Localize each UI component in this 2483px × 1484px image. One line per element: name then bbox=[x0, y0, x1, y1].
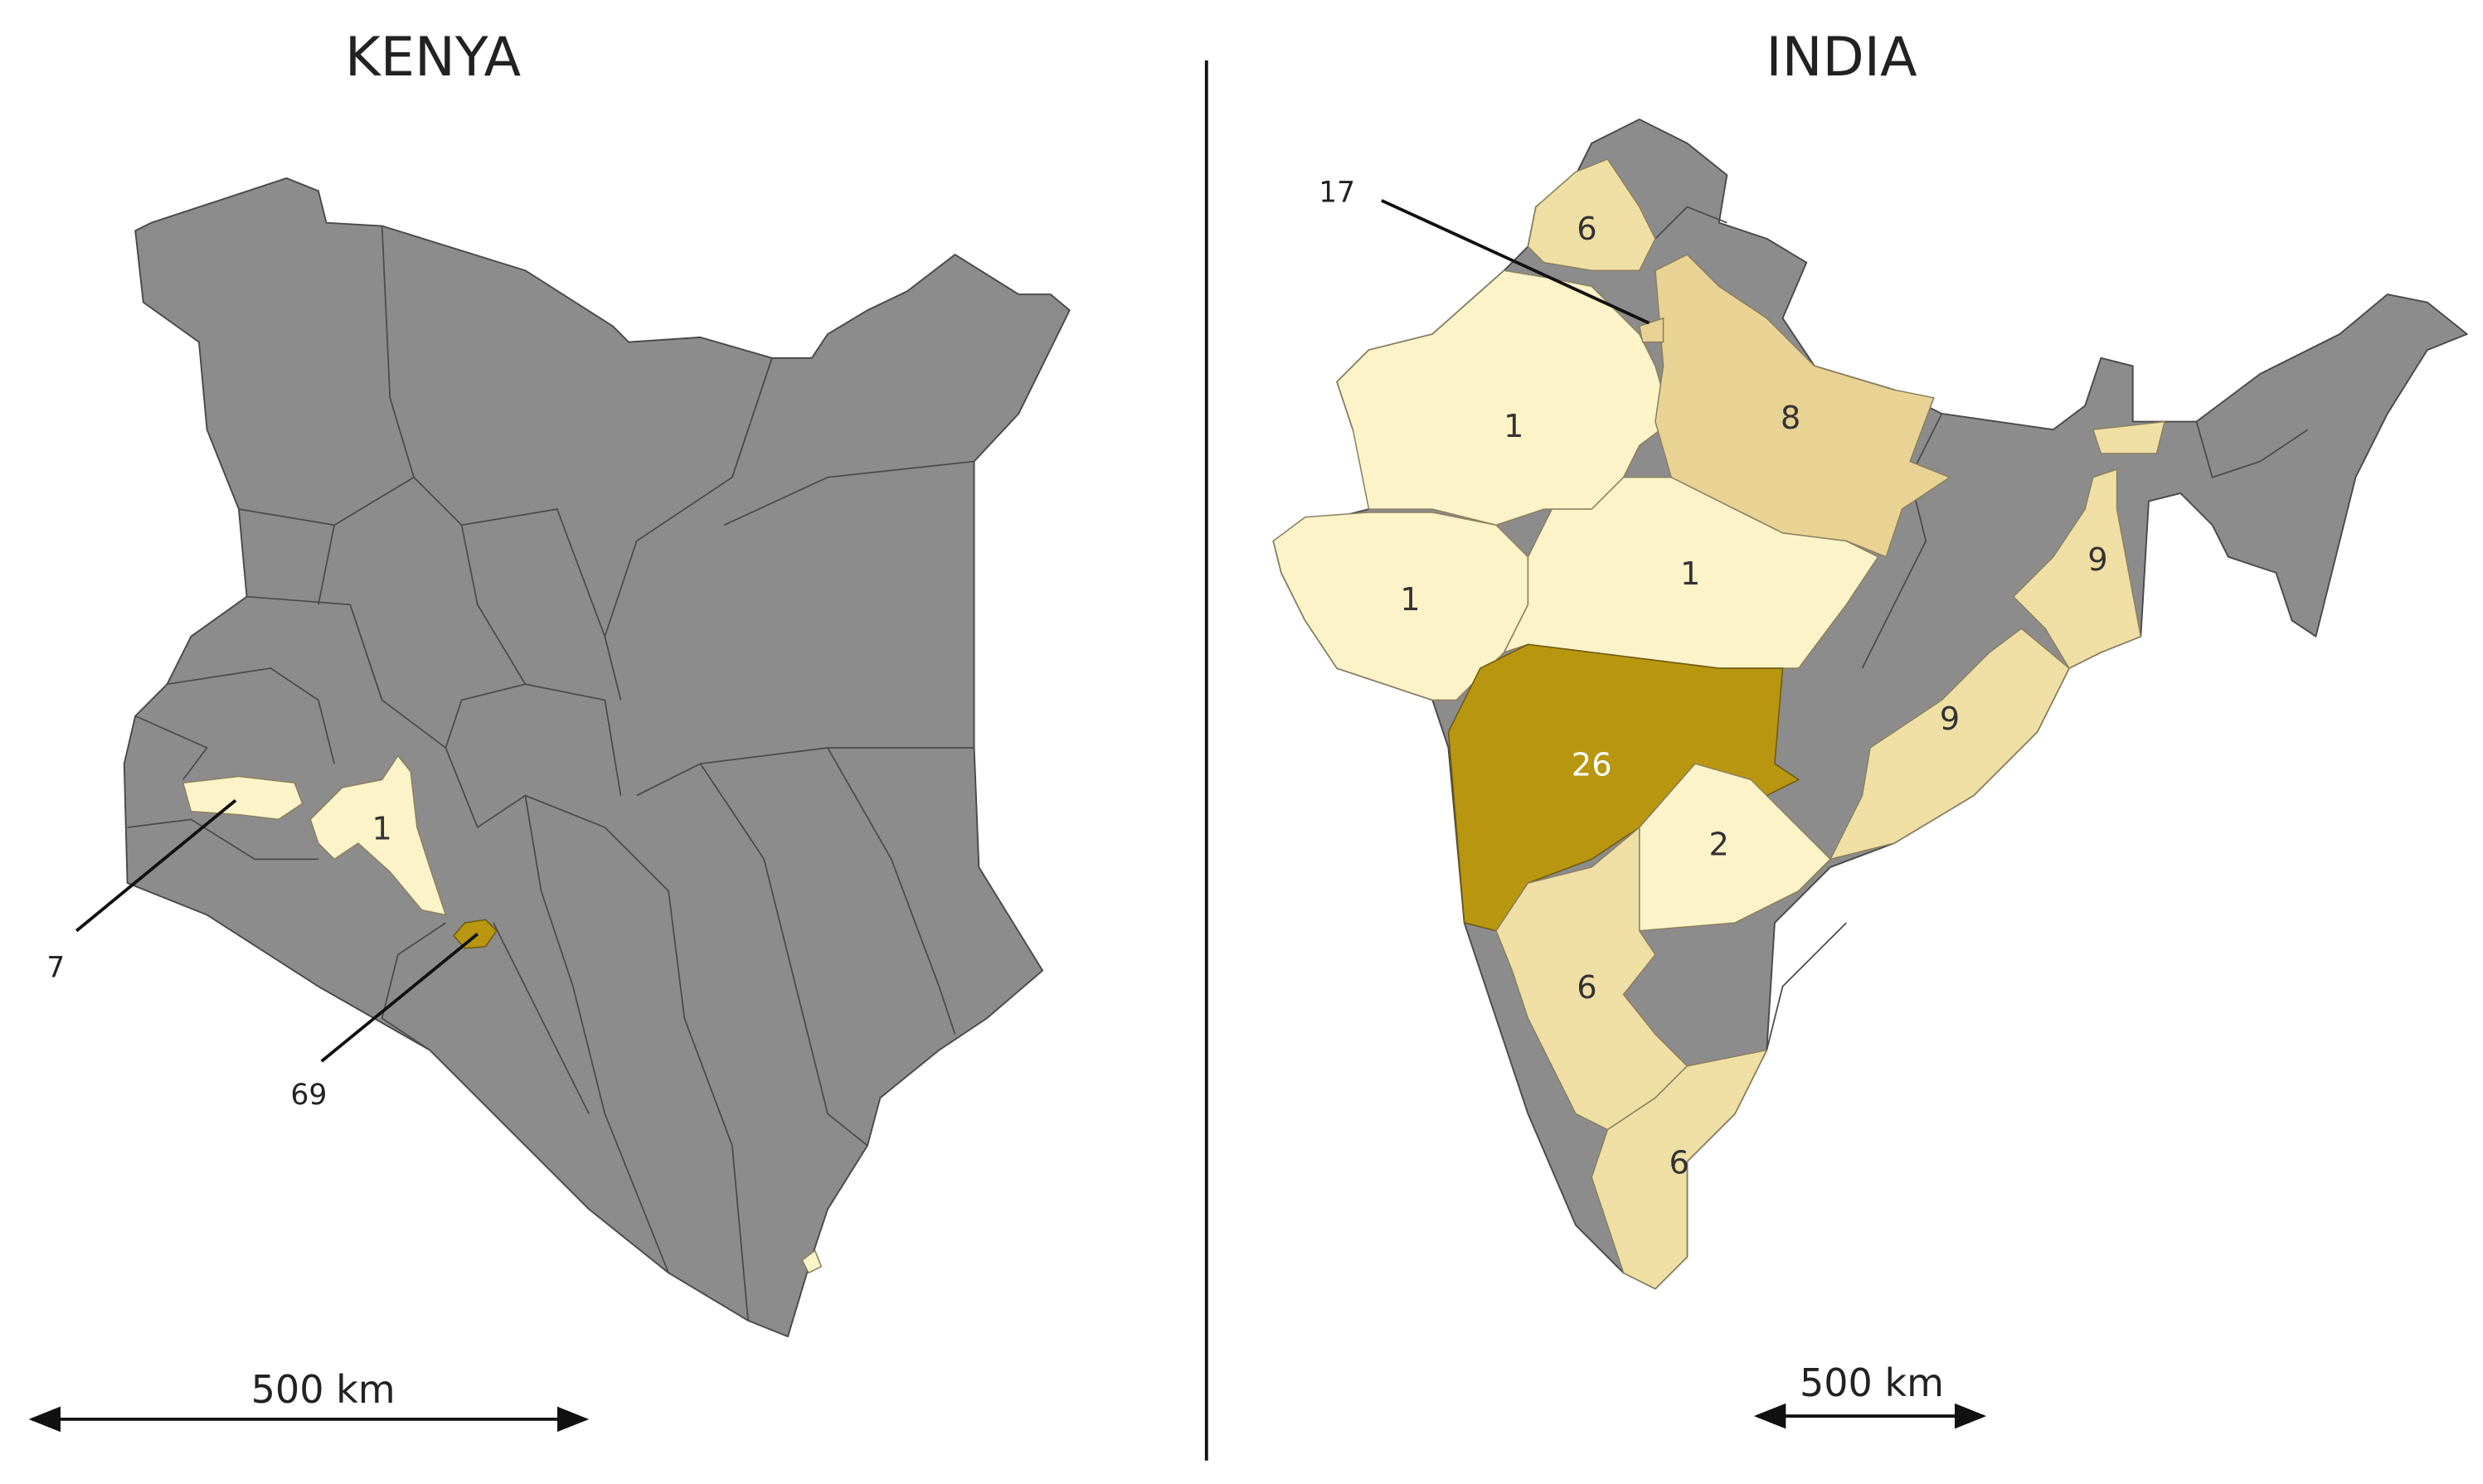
kenya-coastal-region bbox=[801, 1249, 823, 1274]
callout-label: 7 bbox=[46, 951, 65, 984]
region-label: 1 bbox=[1504, 408, 1523, 445]
kenya-region-1 bbox=[309, 754, 447, 916]
india-state bbox=[1591, 1049, 1768, 1290]
kenya-outline bbox=[123, 177, 1071, 1338]
india-state bbox=[2012, 468, 2142, 670]
india-borders bbox=[1655, 206, 2309, 1050]
callout-line bbox=[75, 798, 237, 933]
kenya-region-7 bbox=[182, 775, 304, 821]
india-state bbox=[1336, 269, 1673, 526]
callout-label: 69 bbox=[290, 1079, 327, 1112]
region-label: 6 bbox=[1577, 969, 1596, 1006]
india-state bbox=[1527, 158, 1656, 272]
kenya-title: KENYA bbox=[345, 26, 522, 89]
region-label: 6 bbox=[1577, 211, 1596, 248]
region-label: 1 bbox=[372, 810, 391, 847]
india-title: INDIA bbox=[1766, 26, 1917, 89]
india-state bbox=[1638, 317, 1664, 343]
kenya-panel: KENYA 1 7 69 bbox=[28, 26, 1071, 1433]
india-outline bbox=[1272, 118, 2468, 1290]
callout-label: 17 bbox=[1319, 177, 1355, 210]
region-label: 1 bbox=[1400, 581, 1420, 618]
india-state bbox=[2092, 420, 2166, 454]
kenya-borders bbox=[127, 226, 974, 1321]
region-label: 9 bbox=[1940, 701, 1960, 738]
india-panel: INDIA 6 1 8 1 1 26 2 9 9 6 6 17 bbox=[1272, 26, 2468, 1429]
region-label: 26 bbox=[1572, 747, 1612, 784]
region-label: 9 bbox=[2087, 541, 2107, 579]
india-state bbox=[1829, 628, 2070, 861]
india-state bbox=[1503, 476, 1879, 669]
india-state bbox=[1495, 826, 1689, 1131]
scale-label: 500 km bbox=[1800, 1360, 1944, 1405]
callout-line bbox=[320, 933, 479, 1063]
region-label: 6 bbox=[1669, 1144, 1689, 1181]
callout-line bbox=[1381, 199, 1650, 325]
region-label: 2 bbox=[1709, 826, 1729, 863]
region-label: 1 bbox=[1680, 555, 1700, 593]
scale-label: 500 km bbox=[251, 1367, 396, 1412]
region-label: 8 bbox=[1781, 400, 1800, 437]
